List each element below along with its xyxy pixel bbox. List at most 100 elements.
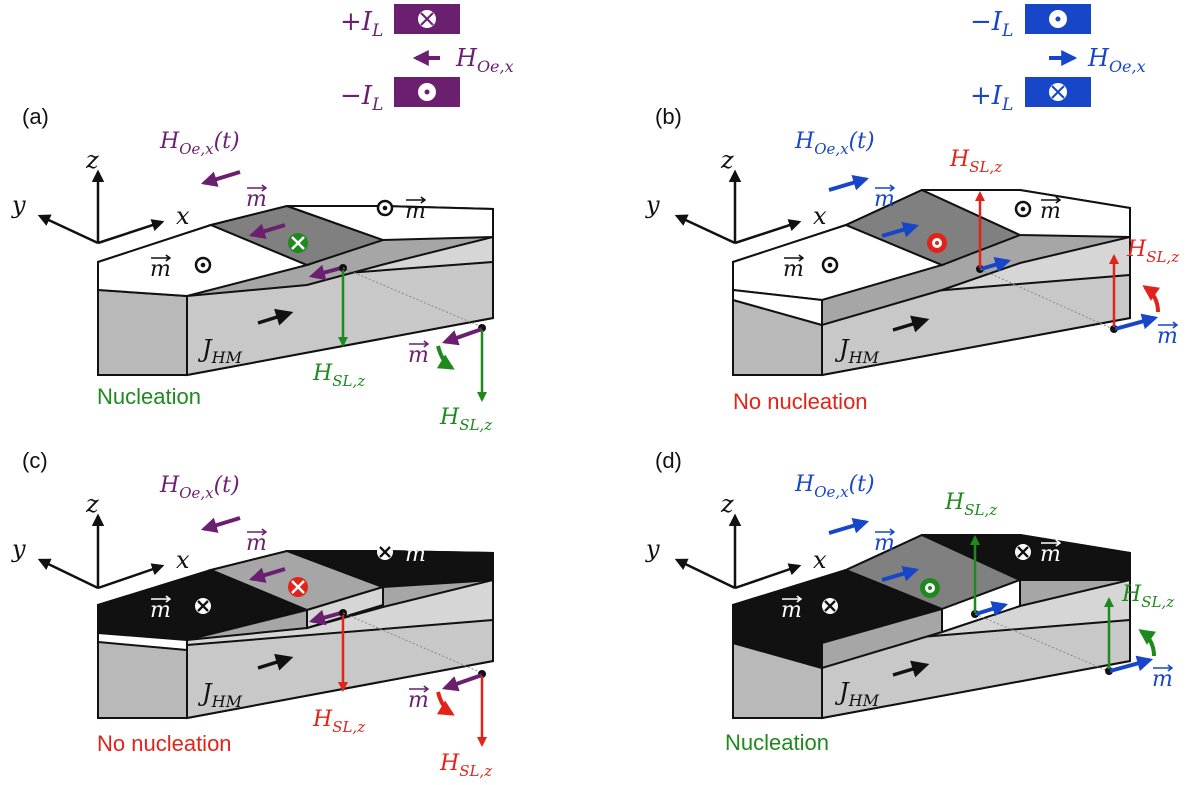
svg-text:HSL,z: HSL,z xyxy=(944,490,997,519)
hsl-label: H xyxy=(312,707,333,732)
moment-arrow-detail xyxy=(1109,655,1154,673)
panel-tag: (c) xyxy=(22,448,48,473)
torque-rotation-arrow xyxy=(436,345,455,370)
legend-left-top-label: +I xyxy=(340,7,373,37)
vector-arrow-accent xyxy=(1153,664,1174,672)
vector-arrow-accent xyxy=(1041,539,1062,547)
panel-tag: (a) xyxy=(22,104,49,129)
hsl-label: H xyxy=(1126,237,1147,262)
oe-field-time: (t) xyxy=(849,472,875,497)
torque-rotation-arrow xyxy=(1138,629,1157,657)
axis-y: y xyxy=(11,535,26,563)
vector-arrow-accent xyxy=(782,595,803,603)
legend-right: −IL HOe,x +IL xyxy=(970,4,1146,115)
hsl-sub: SL,z xyxy=(332,372,365,390)
legend-left-bottom-sub: L xyxy=(371,95,383,115)
magnetic-layer xyxy=(732,188,1131,327)
result-label: No nucleation xyxy=(97,731,232,756)
axis-y: y xyxy=(645,191,660,219)
current-arrow xyxy=(892,315,930,333)
axis-x: x xyxy=(813,202,827,230)
legend-right-field-label: H xyxy=(1087,44,1110,72)
legend-right-bottom-label: +I xyxy=(970,81,1003,111)
svg-text:HOe,x: HOe,x xyxy=(1087,44,1146,76)
vector-arrow-accent xyxy=(406,196,427,204)
svg-text:HOe,x(t): HOe,x(t) xyxy=(794,472,875,501)
moment-arrow xyxy=(980,256,1012,273)
hsl-label: H xyxy=(312,361,333,386)
axes xyxy=(37,513,165,590)
panel-a: (a) z y x m m xyxy=(11,104,494,434)
vector-arrow-accent xyxy=(151,595,172,603)
vector-arrow-accent xyxy=(247,184,268,192)
moment-label: m xyxy=(408,343,429,368)
axis-z: z xyxy=(720,490,734,518)
moment-label: m xyxy=(150,257,171,282)
result-label: Nucleation xyxy=(725,730,829,755)
moment-arrow xyxy=(881,221,920,238)
hsl-label: H xyxy=(944,490,965,515)
axis-z: z xyxy=(85,490,99,518)
svg-text:+IL: +IL xyxy=(970,81,1013,115)
moment-arrow xyxy=(975,601,1009,617)
panel-tag: (d) xyxy=(655,448,682,473)
vector-arrow-accent xyxy=(1158,321,1179,329)
projection-line xyxy=(342,267,483,328)
legend-left-bottom-label: −I xyxy=(340,81,373,111)
moment-label: m xyxy=(781,598,802,623)
hsl-sub: SL,z xyxy=(964,501,997,519)
oe-field-label: H xyxy=(159,129,180,154)
hsl-label: H xyxy=(949,147,970,172)
oe-field-arrow xyxy=(828,517,870,535)
axes xyxy=(674,513,802,590)
moment-label: m xyxy=(405,199,426,224)
vector-arrow-accent xyxy=(406,539,427,547)
hsl-sub: SL,z xyxy=(459,762,492,780)
oe-field-sub: Oe,x xyxy=(179,484,214,502)
oe-field-arrow xyxy=(200,170,241,187)
legend-right-field-sub: Oe,x xyxy=(1109,57,1146,76)
svg-text:HSL,z: HSL,z xyxy=(439,751,492,780)
moment-arrow-detail xyxy=(1114,313,1159,331)
hsl-label: H xyxy=(1121,582,1142,607)
panel-b: (b) z y x m m xyxy=(645,104,1179,414)
svg-text:HSL,z: HSL,z xyxy=(949,147,1002,176)
oe-field-label: H xyxy=(794,472,815,497)
svg-text:+IL: +IL xyxy=(340,7,383,41)
svg-text:−IL: −IL xyxy=(340,81,383,115)
oe-field-label: H xyxy=(159,473,180,498)
oe-field-sub: Oe,x xyxy=(179,140,214,158)
current-sub: HM xyxy=(848,348,880,367)
projection-line xyxy=(979,268,1114,330)
svg-text:HSL,z: HSL,z xyxy=(1126,237,1179,266)
panel-c: (c) z y x m m xyxy=(11,448,494,780)
oe-field-sub: Oe,x xyxy=(814,140,849,158)
projection-line xyxy=(974,613,1109,672)
hsl-sub: SL,z xyxy=(459,416,492,434)
moment-label: m xyxy=(783,257,804,282)
torque-rotation-arrow xyxy=(1142,285,1161,313)
projection-line xyxy=(342,612,483,674)
hsl-sub: SL,z xyxy=(1146,248,1179,266)
torque-rotation-arrow xyxy=(436,691,455,716)
svg-text:−IL: −IL xyxy=(970,7,1013,41)
vector-arrow-accent xyxy=(409,340,430,348)
vector-arrow-accent xyxy=(784,254,805,262)
current-arrow xyxy=(257,653,294,671)
oe-field-time: (t) xyxy=(849,129,875,154)
moment-arrow xyxy=(308,609,342,626)
svg-text:HSL,z: HSL,z xyxy=(312,707,365,736)
axis-z: z xyxy=(85,146,99,174)
axis-x: x xyxy=(176,546,190,574)
svg-text:HOe,x: HOe,x xyxy=(455,44,514,76)
panel-d: (d) z y x m m xyxy=(645,448,1174,755)
oe-field-time: (t) xyxy=(214,473,240,498)
vector-arrow-accent xyxy=(409,685,430,693)
moment-label: m xyxy=(874,531,895,556)
oe-field-time: (t) xyxy=(214,129,240,154)
result-label: Nucleation xyxy=(97,384,201,409)
moment-arrow xyxy=(248,567,286,583)
axes xyxy=(674,169,802,245)
hsl-label: H xyxy=(439,405,460,430)
